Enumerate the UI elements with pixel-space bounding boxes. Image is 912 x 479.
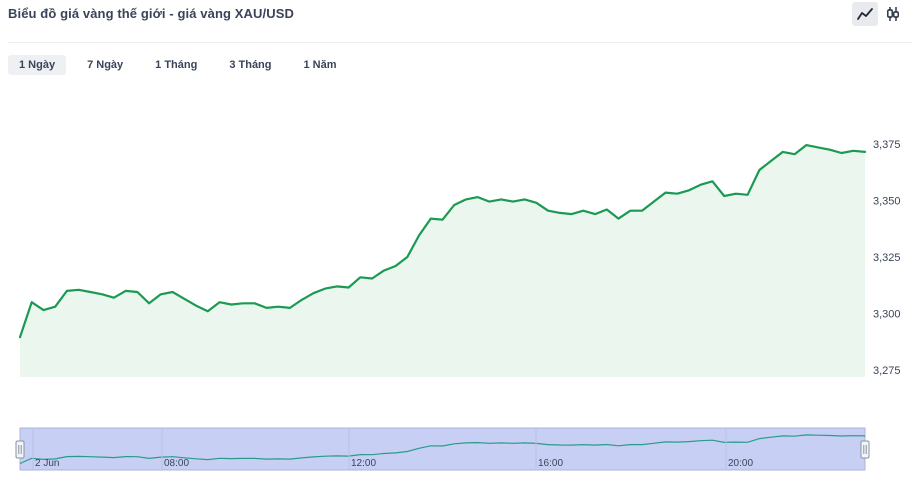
tab-3-months[interactable]: 3 Tháng xyxy=(229,59,272,71)
navigator-line xyxy=(19,434,866,465)
y-tick-label: 3,325 xyxy=(873,252,901,264)
y-tick-label: 3,375 xyxy=(873,139,901,151)
price-area xyxy=(20,145,865,377)
candlestick-icon xyxy=(887,7,899,21)
navigator-left-handle[interactable] xyxy=(15,440,25,459)
tab-1-month[interactable]: 1 Tháng xyxy=(155,59,198,71)
navigator-time-label: 20:00 xyxy=(728,458,753,469)
candlestick-chart-button[interactable] xyxy=(880,2,906,26)
main-plot xyxy=(18,144,867,377)
chart-type-switcher xyxy=(852,2,906,26)
tab-7-days[interactable]: 7 Ngày xyxy=(87,59,124,71)
y-tick-label: 3,350 xyxy=(873,196,901,208)
navigator-time-label: 08:00 xyxy=(164,458,189,469)
navigator-right-handle[interactable] xyxy=(860,440,870,459)
navigator-time-label: 12:00 xyxy=(351,458,376,469)
line-chart-button[interactable] xyxy=(852,2,878,26)
tab-1-year[interactable]: 1 Năm xyxy=(303,59,337,71)
tab-1-day[interactable]: 1 Ngày xyxy=(8,55,67,75)
y-tick-label: 3,275 xyxy=(873,365,901,377)
line-chart-icon xyxy=(857,8,873,20)
navigator-time-label: 16:00 xyxy=(538,458,563,469)
navigator-window xyxy=(19,427,866,471)
y-axis: 3,375 3,350 3,325 3,300 3,275 xyxy=(873,139,901,377)
navigator-time-label: 2 Jun xyxy=(35,458,59,469)
header-divider xyxy=(8,42,912,43)
chart-title: Biểu đồ giá vàng thế giới - giá vàng XAU… xyxy=(8,6,294,21)
price-line xyxy=(18,144,867,339)
range-tabs: 1 Ngày 7 Ngày 1 Tháng 3 Tháng 1 Năm xyxy=(8,55,348,75)
y-tick-label: 3,300 xyxy=(873,309,901,321)
navigator: 2 Jun 08:00 12:00 16:00 20:00 xyxy=(15,427,870,471)
